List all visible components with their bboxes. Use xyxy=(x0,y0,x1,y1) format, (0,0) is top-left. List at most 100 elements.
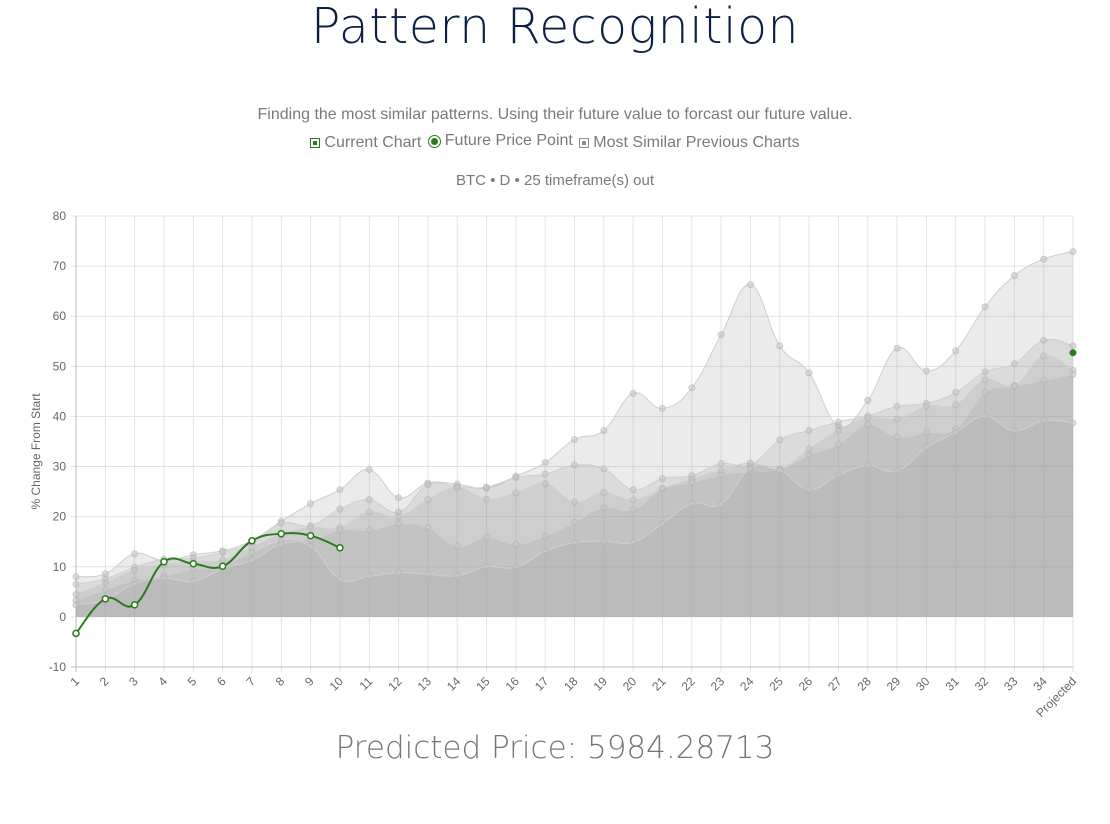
similar-chart-point xyxy=(981,388,989,396)
similar-chart-point xyxy=(629,538,637,546)
similar-chart-point xyxy=(365,572,373,580)
x-tick-label: 26 xyxy=(796,674,816,694)
x-tick-label: 1 xyxy=(67,674,82,689)
x-tick-label: 9 xyxy=(302,674,317,689)
similar-chart-point xyxy=(307,524,315,532)
similar-chart-point xyxy=(307,500,315,508)
similar-chart-area xyxy=(76,415,1073,617)
current-chart-point xyxy=(336,543,344,552)
similar-chart-point xyxy=(336,486,344,494)
similar-chart-point xyxy=(805,369,813,377)
predicted-price-value: 5984.28713 xyxy=(586,730,775,766)
similar-chart-point xyxy=(864,420,872,428)
similar-chart-point xyxy=(893,402,901,410)
similar-chart-point xyxy=(1069,342,1077,350)
similar-chart-point xyxy=(834,441,842,449)
legend-item-most-similar[interactable]: Most Similar Previous Charts xyxy=(579,134,800,152)
similar-chart-point xyxy=(248,549,256,557)
x-tick-label: 22 xyxy=(679,674,699,694)
x-tick-label: 3 xyxy=(126,674,141,689)
chart-legend: Current Chart Future Price Point Most Si… xyxy=(0,132,1110,153)
legend-label-current-chart: Current Chart xyxy=(324,133,422,151)
similar-chart-point xyxy=(336,505,344,513)
similar-chart-point xyxy=(248,556,256,564)
similar-chart-point xyxy=(688,384,696,392)
similar-chart-point xyxy=(981,376,989,384)
similar-chart-point xyxy=(1040,416,1048,424)
x-tick-label: 27 xyxy=(825,674,845,694)
x-tick-label: 12 xyxy=(385,674,405,694)
similar-chart-point xyxy=(571,518,578,526)
future-price-point-swatch-icon xyxy=(427,134,441,148)
similar-chart-point xyxy=(600,537,608,545)
current-chart-point xyxy=(277,529,286,538)
similar-chart-point xyxy=(395,520,403,528)
current-chart-point xyxy=(248,536,256,545)
similar-chart-point xyxy=(922,444,930,452)
similar-chart-point xyxy=(541,470,549,478)
x-tick-label: 7 xyxy=(243,674,258,689)
similar-chart-point xyxy=(922,367,930,375)
y-axis-label: % Change From Start xyxy=(29,393,43,510)
similar-chart-point xyxy=(72,601,80,609)
similar-chart-point xyxy=(746,281,754,289)
similar-chart-point xyxy=(541,532,549,540)
similar-chart-point xyxy=(1069,248,1077,256)
similar-chart-point xyxy=(952,401,960,409)
similar-chart-point xyxy=(600,426,608,434)
similar-chart-point xyxy=(1069,370,1077,378)
current-chart-line xyxy=(75,532,341,635)
similar-chart-point xyxy=(571,461,578,469)
x-tick-label: 17 xyxy=(532,674,552,694)
x-tick-label: 20 xyxy=(620,674,640,694)
similar-chart-point xyxy=(131,566,139,574)
similar-chart-point xyxy=(600,504,608,512)
similar-chart-point xyxy=(1040,352,1048,360)
current-chart-point xyxy=(72,629,80,638)
similar-chart-point xyxy=(1010,382,1018,390)
x-tick-label: 33 xyxy=(1001,674,1021,694)
similar-chart-point xyxy=(805,445,813,453)
x-tick-label: 16 xyxy=(503,674,523,694)
current-chart-point xyxy=(306,531,315,540)
x-tick-label: 23 xyxy=(708,674,728,694)
x-tick-label: 11 xyxy=(357,674,376,693)
similar-chart-point xyxy=(483,563,491,571)
similar-chart-point xyxy=(395,494,403,502)
similar-chart-point xyxy=(834,426,842,434)
future-price-point xyxy=(1069,349,1077,357)
similar-chart-point xyxy=(424,481,432,489)
similar-chart-point xyxy=(629,486,637,494)
similar-chart-point xyxy=(483,495,491,503)
similar-chart-point xyxy=(101,579,109,587)
similar-chart-point xyxy=(72,590,80,598)
chart-subtitle: BTC • D • 25 timeframe(s) out xyxy=(455,172,655,189)
similar-chart-point xyxy=(805,451,813,459)
similar-chart-point xyxy=(922,402,930,410)
similar-chart-point xyxy=(893,344,901,352)
similar-chart-point xyxy=(629,506,637,514)
similar-chart-point xyxy=(424,570,432,578)
similar-chart-point xyxy=(541,547,549,555)
y-tick-label: 60 xyxy=(53,309,67,323)
x-tick-label: 29 xyxy=(884,674,904,694)
legend-item-current-chart[interactable]: Current Chart xyxy=(310,134,421,152)
x-tick-label: 10 xyxy=(327,674,347,694)
x-tick-label: 34 xyxy=(1030,674,1050,694)
similar-chart-point xyxy=(717,331,725,339)
similar-chart-point xyxy=(571,435,578,443)
similar-chart-point xyxy=(629,496,637,504)
similar-chart-point xyxy=(864,396,872,404)
similar-chart-point xyxy=(365,466,373,474)
similar-chart-point xyxy=(189,577,197,585)
similar-chart-point xyxy=(658,485,666,493)
y-tick-label: -10 xyxy=(49,660,67,674)
x-tick-label: 15 xyxy=(473,674,493,694)
current-chart-point xyxy=(101,595,110,603)
similar-chart-point xyxy=(981,303,989,311)
x-tick-label: 18 xyxy=(561,674,581,694)
legend-item-future-price-point[interactable]: Future Price Point xyxy=(427,132,573,150)
similar-chart-point xyxy=(688,479,696,487)
x-tick-label: 25 xyxy=(767,674,787,694)
